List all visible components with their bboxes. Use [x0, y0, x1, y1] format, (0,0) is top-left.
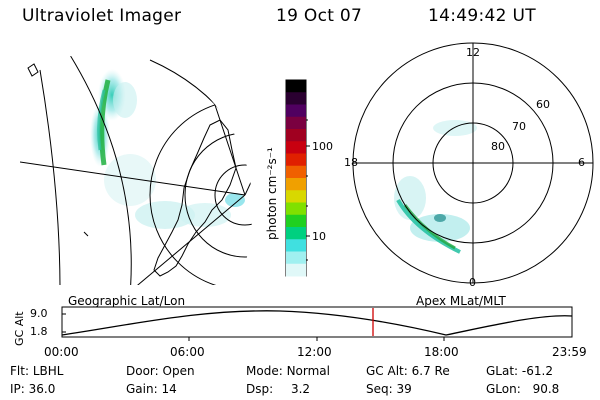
alt-xtick-4: 23:59: [552, 345, 587, 359]
mlt-label-0: 0: [469, 276, 476, 289]
glat-value: -61.2: [521, 364, 553, 378]
colorbar-swatch: [286, 227, 306, 240]
door-label: Door:: [126, 364, 159, 378]
gc-alt-status: GC Alt: 6.7 Re: [366, 364, 450, 378]
colorbar-swatch: [286, 190, 306, 203]
colorbar-tick-100: 100: [312, 140, 333, 153]
polar-plot: [352, 42, 594, 284]
ip-label: IP:: [10, 382, 25, 396]
colorbar-swatch: [286, 129, 306, 142]
image-date: 19 Oct 07: [276, 6, 363, 26]
dsp-label: Dsp:: [246, 382, 274, 396]
dsp-value: 3.2: [290, 382, 311, 396]
door-value: Open: [162, 364, 195, 378]
dsp-status: Dsp: 3.2: [246, 382, 310, 396]
seq-value: 39: [396, 382, 412, 396]
coastline: [27, 63, 237, 277]
aurora-oval-polar: [394, 120, 477, 254]
colorbar-swatch: [286, 239, 306, 252]
gc-alt-value: 6.7 Re: [411, 364, 450, 378]
alt-ytick-min: 1.8: [30, 325, 48, 338]
image-time: 14:49:42 UT: [428, 6, 536, 26]
colorbar-swatch: [286, 202, 306, 216]
left-panel-label: Geographic Lat/Lon: [68, 294, 186, 308]
colorbar-swatch: [286, 178, 306, 191]
ip-status: IP: 36.0: [10, 382, 55, 396]
gain-label: Gain:: [126, 382, 158, 396]
alt-ylabel: GC Alt: [13, 311, 26, 346]
colorbar: [285, 79, 310, 277]
alt-xtick-1: 06:00: [170, 345, 205, 359]
gc-alt-label: GC Alt:: [366, 364, 408, 378]
geographic-map: [20, 54, 253, 285]
colorbar-tick-10: 10: [312, 230, 326, 243]
lat-label-60: 60: [536, 98, 550, 111]
aurora-oval-geographic: [90, 69, 245, 229]
alt-xtick-0: 00:00: [44, 345, 79, 359]
colorbar-swatch: [286, 141, 306, 154]
mode-status: Mode: Normal: [246, 364, 330, 378]
altitude-curve: [61, 310, 573, 336]
altitude-plot: [61, 306, 573, 341]
lat-label-70: 70: [512, 120, 526, 133]
right-panel-label: Apex MLat/MLT: [416, 294, 506, 308]
alt-xtick-3: 18:00: [424, 345, 459, 359]
colorbar-swatch: [286, 92, 306, 105]
glon-label: GLon:: [486, 382, 521, 396]
colorbar-swatch: [286, 104, 306, 118]
alt-xtick-2: 12:00: [297, 345, 332, 359]
glon-value: 90.8: [532, 382, 560, 396]
mode-value: Normal: [286, 364, 330, 378]
colorbar-swatch: [286, 214, 306, 228]
mlt-label-6: 6: [578, 156, 585, 169]
seq-label: Seq:: [366, 382, 393, 396]
filter-status: Flt: LBHL: [10, 364, 63, 378]
filter-value: LBHL: [32, 364, 64, 378]
colorbar-swatch: [286, 153, 306, 167]
glat-status: GLat: -61.2: [486, 364, 553, 378]
lat-label-80: 80: [491, 140, 505, 153]
colorbar-swatch: [286, 251, 306, 265]
polar-grid: [352, 42, 594, 284]
alt-ytick-max: 9.0: [30, 307, 48, 320]
colorbar-swatch: [286, 80, 306, 93]
mode-label: Mode:: [246, 364, 283, 378]
colorbar-units: photon cm⁻²s⁻¹: [265, 147, 279, 240]
glon-status: GLon: 90.8: [486, 382, 559, 396]
instrument-title: Ultraviolet Imager: [22, 6, 182, 26]
gain-value: 14: [161, 382, 177, 396]
colorbar-swatch: [286, 165, 306, 179]
seq-status: Seq: 39: [366, 382, 412, 396]
door-status: Door: Open: [126, 364, 195, 378]
colorbar-swatch: [286, 116, 306, 130]
colorbar-swatch: [286, 263, 306, 277]
mlt-label-12: 12: [466, 46, 480, 59]
mlt-label-18: 18: [344, 156, 358, 169]
glat-label: GLat:: [486, 364, 519, 378]
gain-status: Gain: 14: [126, 382, 177, 396]
ip-value: 36.0: [28, 382, 56, 396]
filter-label: Flt:: [10, 364, 29, 378]
